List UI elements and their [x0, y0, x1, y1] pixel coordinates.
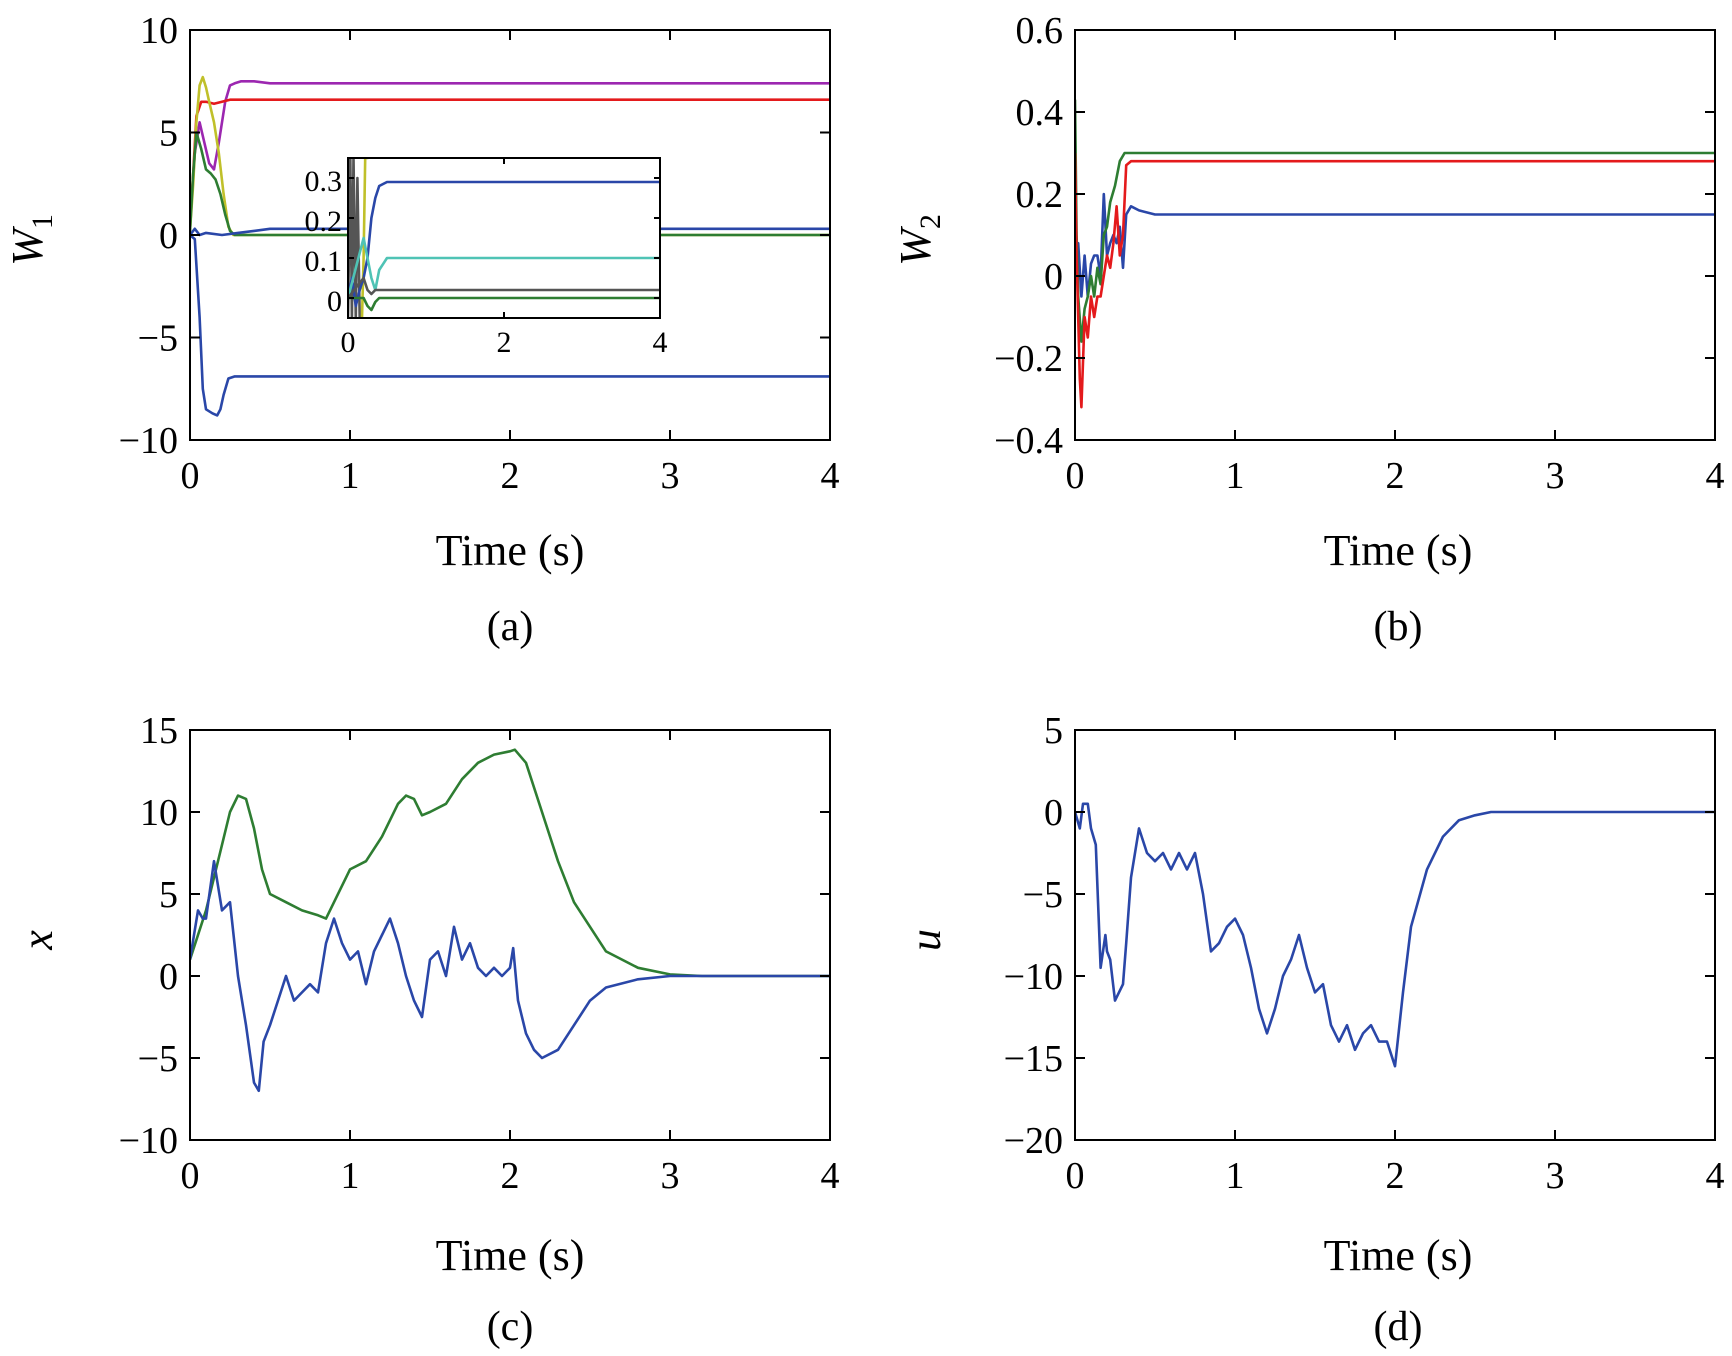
inset-y-tick-label-0-1: 0.1: [305, 245, 343, 278]
x-tick-label-1-0: 0: [1066, 455, 1085, 497]
series-line-1-0: [1075, 192, 1715, 298]
caption-a: (a): [487, 604, 534, 650]
y-tick-label-2-2: 0: [159, 956, 178, 998]
series-line-2-1: [190, 859, 830, 1093]
series-line-2-0: [190, 748, 830, 978]
plot-area-c: 0 1 2 3 4 −10 −5 0 5 10 15: [119, 710, 840, 1197]
axes-frame-2: [189, 729, 831, 1141]
x-tick-label-3-1: 1: [1226, 1155, 1245, 1197]
series-group-2: [190, 748, 830, 1093]
series-line-1-2: [1075, 152, 1715, 409]
y-tick-label-0-1: −5: [138, 318, 178, 360]
y-tick-label-3-3: −5: [1023, 874, 1063, 916]
inset-series-group-0: [348, 158, 660, 318]
x-tick-label-3-3: 3: [1546, 1155, 1565, 1197]
x-tick-label-0-0: 0: [181, 455, 200, 497]
y-tick-label-3-5: 5: [1044, 710, 1063, 752]
x-axis-label-b: Time (s): [1324, 526, 1473, 575]
y-tick-label-1-0: −0.4: [994, 420, 1063, 462]
y-tick-label-1-2: 0: [1044, 256, 1063, 298]
inset-series-line-0-3: [348, 236, 660, 299]
y-tick-label-1-5: 0.6: [1016, 10, 1064, 52]
x-axis-label-d: Time (s): [1324, 1231, 1473, 1280]
series-group-1: [1075, 99, 1715, 409]
y-tick-label-3-2: −10: [1004, 956, 1063, 998]
y-axis-label-c: x: [13, 930, 62, 951]
series-line-0-5: [190, 234, 830, 417]
inset-series-line-0-0: [348, 158, 361, 318]
y-tick-label-3-4: 0: [1044, 792, 1063, 834]
plot-area-a: 0 1 2 3 4 −10 −5 0 5 10 0 2 4 0 0.1 0.2 0.3: [119, 10, 840, 497]
x-tick-label-0-1: 1: [341, 455, 360, 497]
y-tick-label-2-1: −5: [138, 1038, 178, 1080]
plot-area-d: 0 1 2 3 4 −20 −15 −10 −5 0 5: [1004, 710, 1725, 1197]
y-axis-label-b: W2: [891, 214, 947, 266]
x-tick-label-0-2: 2: [501, 455, 520, 497]
inset-series-line-0-5: [348, 296, 660, 312]
axes-frame-3: [1074, 729, 1716, 1141]
x-tick-label-0-3: 3: [661, 455, 680, 497]
y-tick-label-1-4: 0.4: [1016, 92, 1064, 134]
y-tick-label-0-4: 10: [140, 10, 178, 52]
y-axis-label-a: W1: [3, 214, 59, 266]
x-tick-label-1-3: 3: [1546, 455, 1565, 497]
x-axis-label-a: Time (s): [436, 526, 585, 575]
y-tick-label-2-3: 5: [159, 874, 178, 916]
x-axis-label-c: Time (s): [436, 1231, 585, 1280]
x-tick-label-2-2: 2: [501, 1155, 520, 1197]
axes-frame-1: [1074, 29, 1716, 441]
y-tick-label-0-3: 5: [159, 113, 178, 155]
caption-d: (d): [1374, 1304, 1423, 1350]
y-tick-label-1-3: 0.2: [1016, 174, 1064, 216]
caption-c: (c): [487, 1304, 534, 1350]
inset-x-tick-label-0-1: 2: [497, 326, 512, 359]
y-tick-label-2-5: 15: [140, 710, 178, 752]
x-tick-label-3-2: 2: [1386, 1155, 1405, 1197]
y-axis-label-d: u: [901, 929, 950, 951]
y-tick-label-0-0: −10: [119, 420, 178, 462]
series-group-3: [1075, 802, 1715, 1068]
y-tick-label-3-1: −15: [1004, 1038, 1063, 1080]
y-tick-label-2-4: 10: [140, 792, 178, 834]
x-tick-label-3-0: 0: [1066, 1155, 1085, 1197]
x-tick-label-1-2: 2: [1386, 455, 1405, 497]
caption-b: (b): [1374, 604, 1423, 650]
x-tick-label-0-4: 4: [821, 455, 840, 497]
plot-area-b: 0 1 2 3 4 −0.4 −0.2 0 0.2 0.4 0.6: [994, 10, 1724, 497]
inset-axes-0: 0 2 4 0 0.1 0.2 0.3: [305, 157, 668, 359]
x-tick-label-2-3: 3: [661, 1155, 680, 1197]
inset-series-line-0-4: [348, 276, 660, 299]
series-line-0-0: [190, 80, 830, 225]
panel-d: 0 1 2 3 4 −20 −15 −10 −5 0 5 u Time (s) (d): [901, 710, 1725, 1350]
x-tick-label-2-1: 1: [341, 1155, 360, 1197]
x-tick-label-3-4: 4: [1706, 1155, 1725, 1197]
x-tick-label-2-4: 4: [821, 1155, 840, 1197]
y-tick-label-3-0: −20: [1004, 1120, 1063, 1162]
inset-y-tick-label-0-3: 0.3: [305, 165, 343, 198]
y-tick-label-0-2: 0: [159, 215, 178, 257]
inset-x-tick-label-0-0: 0: [341, 326, 356, 359]
x-tick-label-1-4: 4: [1706, 455, 1725, 497]
series-line-3-0: [1075, 802, 1715, 1068]
panel-b: 0 1 2 3 4 −0.4 −0.2 0 0.2 0.4 0.6 W2 Time (s) (b): [891, 10, 1725, 650]
series-group-0: [190, 75, 830, 417]
inset-x-tick-label-0-2: 4: [653, 326, 668, 359]
x-tick-label-2-0: 0: [181, 1155, 200, 1197]
y-tick-label-1-1: −0.2: [994, 338, 1063, 380]
inset-background: [348, 158, 660, 318]
inset-y-tick-label-0-2: 0.2: [305, 205, 343, 238]
y-tick-label-2-0: −10: [119, 1120, 178, 1162]
panel-c: 0 1 2 3 4 −10 −5 0 5 10 15 x Time (s) (c): [13, 710, 840, 1350]
x-tick-label-1-1: 1: [1226, 455, 1245, 497]
inset-y-tick-label-0-0: 0: [327, 285, 342, 318]
series-line-1-1: [1075, 99, 1715, 343]
